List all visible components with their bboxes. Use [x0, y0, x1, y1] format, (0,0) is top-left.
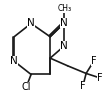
Text: N: N	[10, 56, 18, 66]
Text: F: F	[97, 73, 103, 83]
Text: F: F	[91, 56, 97, 66]
Text: N: N	[60, 18, 68, 28]
Text: N: N	[27, 18, 35, 28]
Text: Cl: Cl	[21, 82, 31, 92]
Text: F: F	[80, 81, 86, 91]
Text: N: N	[60, 41, 68, 51]
Text: CH₃: CH₃	[57, 4, 71, 13]
